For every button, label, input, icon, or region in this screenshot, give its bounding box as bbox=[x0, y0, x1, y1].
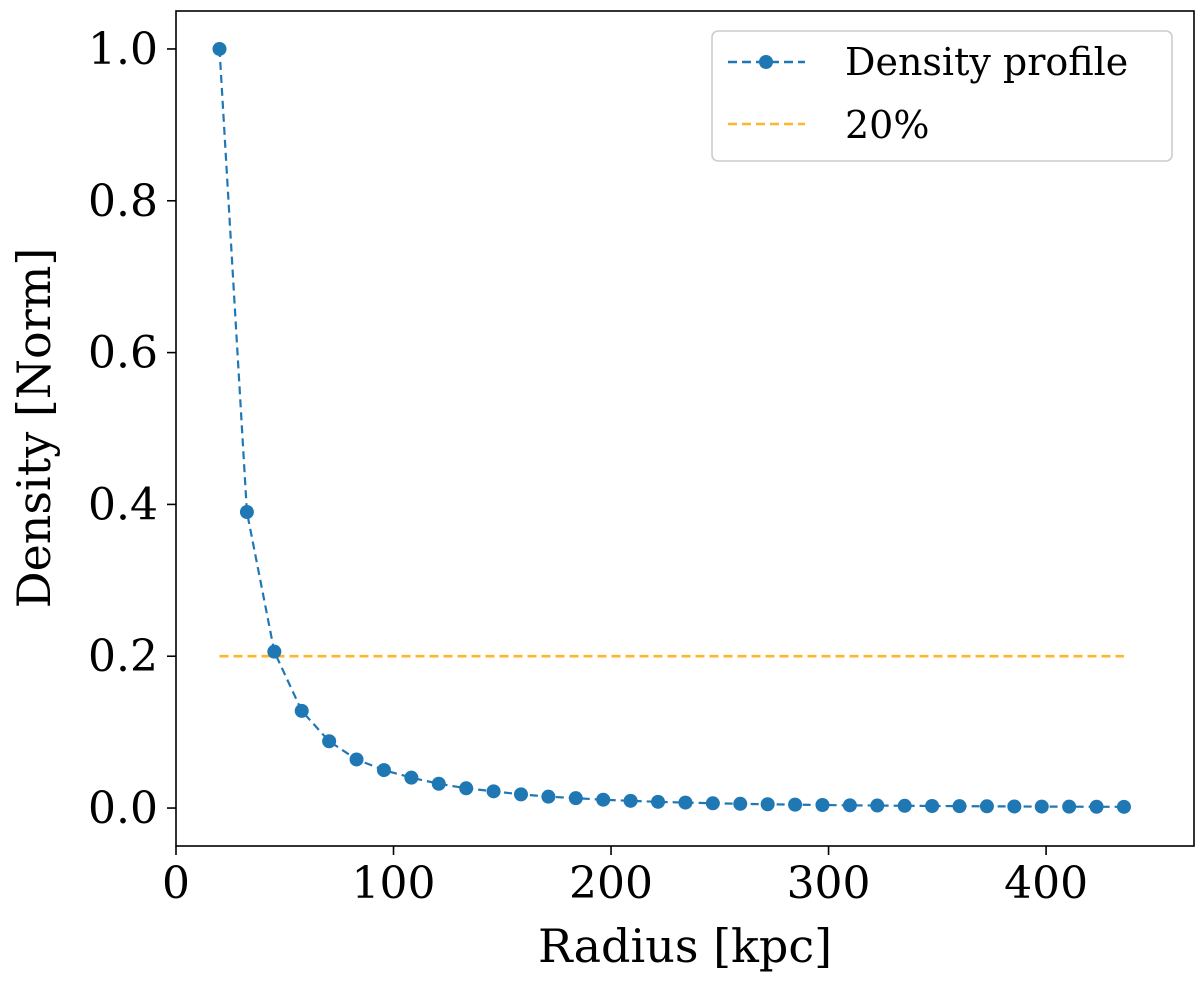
density-profile-point bbox=[733, 796, 748, 811]
x-tick-label: 200 bbox=[569, 858, 653, 909]
density-profile-point bbox=[596, 792, 611, 807]
density-profile-point bbox=[212, 41, 227, 56]
y-tick-label: 0.4 bbox=[88, 479, 158, 530]
x-tick-label: 300 bbox=[787, 858, 871, 909]
density-profile-point bbox=[925, 798, 940, 813]
y-axis-label: Density [Norm] bbox=[7, 248, 61, 609]
legend-marker-density-profile bbox=[759, 55, 773, 69]
plot-frame bbox=[175, 10, 1195, 847]
density-profile-point bbox=[1007, 799, 1022, 814]
legend-label-threshold: 20% bbox=[845, 103, 929, 147]
density-profile-point bbox=[1062, 799, 1077, 814]
density-profile-point bbox=[651, 794, 666, 809]
density-profile-point bbox=[404, 770, 419, 785]
density-profile-point bbox=[541, 789, 556, 804]
legend-label-density-profile: Density profile bbox=[845, 40, 1128, 84]
density-profile-point bbox=[267, 644, 282, 659]
y-tick-label: 0.0 bbox=[88, 783, 158, 834]
x-axis-ticks: 0 100 200 300 400 bbox=[162, 846, 1088, 909]
density-profile-point bbox=[842, 798, 857, 813]
legend-box bbox=[711, 30, 1173, 162]
density-profile-point bbox=[349, 752, 364, 767]
density-profile-point bbox=[376, 763, 391, 778]
y-tick-label: 1.0 bbox=[88, 24, 158, 75]
x-tick-label: 100 bbox=[352, 858, 436, 909]
y-tick-label: 0.8 bbox=[88, 176, 158, 227]
x-axis-label: Radius [kpc] bbox=[538, 919, 832, 973]
legend: Density profile 20% bbox=[711, 30, 1173, 162]
y-tick-label: 0.2 bbox=[88, 631, 158, 682]
density-profile-point bbox=[459, 781, 474, 796]
density-profile-point bbox=[623, 793, 638, 808]
x-tick-label: 400 bbox=[1004, 858, 1088, 909]
density-profile-point bbox=[705, 796, 720, 811]
y-tick-label: 0.6 bbox=[88, 328, 158, 379]
density-profile-point bbox=[815, 798, 830, 813]
density-profile-point bbox=[1034, 799, 1049, 814]
x-tick-label: 0 bbox=[162, 858, 190, 909]
y-axis-ticks: 0.0 0.2 0.4 0.6 0.8 1.0 bbox=[88, 24, 176, 834]
density-profile-point bbox=[513, 787, 528, 802]
density-profile-point bbox=[678, 795, 693, 810]
density-profile-point bbox=[486, 784, 501, 799]
density-profile-point bbox=[979, 799, 994, 814]
density-profile-point bbox=[952, 799, 967, 814]
density-profile-point bbox=[322, 734, 337, 749]
density-profile-point bbox=[760, 797, 775, 812]
density-profile-point bbox=[870, 798, 885, 813]
density-profile-line bbox=[218, 48, 1124, 808]
density-profile-point bbox=[239, 505, 254, 519]
density-profile-point bbox=[1116, 799, 1131, 814]
series-layer bbox=[212, 41, 1131, 814]
density-profile-point bbox=[897, 798, 912, 813]
density-profile-point bbox=[294, 703, 309, 718]
density-profile-point bbox=[568, 791, 583, 806]
density-profile-point bbox=[788, 797, 803, 812]
density-profile-point bbox=[1089, 799, 1104, 814]
density-profile-point bbox=[431, 776, 446, 791]
